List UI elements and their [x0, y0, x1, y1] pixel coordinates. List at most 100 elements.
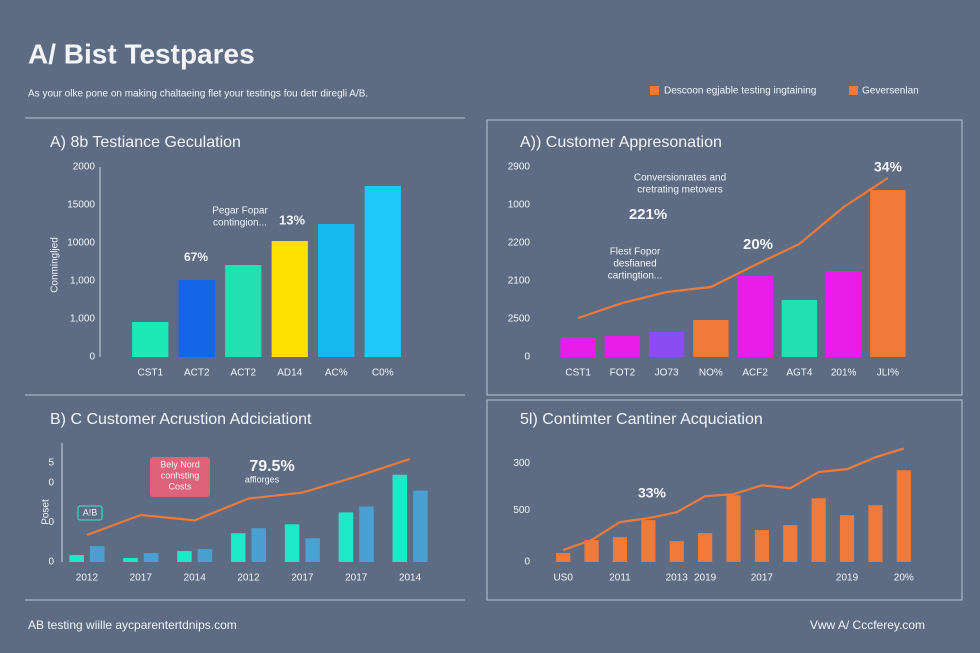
y-tick-label: 0	[524, 557, 530, 568]
y-tick-label: 0	[89, 352, 95, 363]
panel-border	[486, 119, 963, 396]
annotation: afflorges	[245, 474, 280, 484]
bar	[230, 533, 246, 562]
bar	[225, 265, 262, 357]
legend-label: Descoon egjable testing ingtaining	[664, 86, 816, 97]
bar	[318, 224, 355, 357]
x-tick-label: AD14	[277, 368, 302, 379]
bar	[359, 506, 374, 562]
annotation: cretrating metovers	[637, 185, 723, 196]
bar	[69, 555, 84, 562]
x-tick-label: C0%	[372, 368, 394, 379]
x-tick-label: 2013	[666, 573, 689, 584]
x-tick-label: ACT2	[230, 368, 256, 379]
bar	[177, 551, 192, 562]
bar	[754, 530, 769, 562]
annotation: cartingtion...	[608, 271, 662, 282]
chart-title: 5l) Contimter Cantiner Acquciation	[520, 411, 763, 428]
bar	[338, 512, 354, 562]
annotation-box	[150, 457, 210, 497]
y-tick-label: 10000	[67, 238, 95, 249]
y-tick-label: 5	[48, 457, 54, 468]
bar	[870, 190, 906, 357]
line	[86, 457, 411, 537]
x-tick-label: 2019	[836, 573, 859, 584]
bar	[178, 280, 215, 357]
x-tick-label: CST1	[565, 368, 591, 379]
page-subtitle: As your olke pone on making chaltaeing f…	[28, 89, 368, 100]
annotation: desfianed	[613, 259, 656, 270]
annotation: Pegar Fopar	[212, 206, 268, 217]
chart-title: A) 8b Testiance Geculation	[50, 134, 241, 151]
x-tick-label: 2017	[345, 573, 368, 584]
bar	[89, 546, 105, 562]
bar	[413, 490, 428, 562]
y-axis-label: Poset	[41, 499, 52, 525]
bar	[839, 515, 855, 562]
legend-label: Geversenlan	[862, 86, 919, 97]
bar	[271, 241, 308, 357]
bar	[123, 558, 138, 562]
bar	[737, 275, 773, 357]
y-tick-label: 1,000	[70, 276, 95, 287]
bar	[612, 537, 628, 562]
x-tick-label: 201%	[831, 368, 857, 379]
annotation: A!B	[83, 507, 98, 517]
line	[577, 177, 889, 320]
y-tick-label: 15000	[67, 200, 95, 211]
x-tick-label: 2012	[76, 573, 99, 584]
x-tick-label: ACF2	[742, 368, 768, 379]
footer-right: Vww A/ Cccferey.com	[810, 618, 925, 632]
x-tick-label: JO73	[655, 368, 679, 379]
x-tick-label: AGT4	[786, 368, 813, 379]
bar	[783, 525, 798, 562]
annotation: 13%	[279, 212, 305, 227]
x-tick-label: NO%	[699, 368, 723, 379]
x-tick-label: 2014	[399, 573, 422, 584]
bar	[669, 541, 684, 562]
bar	[698, 533, 713, 562]
legend-swatch	[650, 86, 659, 95]
panel-border	[486, 399, 963, 601]
y-tick-label: 2000	[73, 162, 96, 173]
x-tick-label: 2011	[609, 573, 631, 584]
annotation-box	[77, 505, 103, 521]
annotation: Flest Fopor	[610, 247, 661, 258]
x-tick-label: CST1	[137, 368, 163, 379]
annotation: Bely Nord	[160, 459, 200, 469]
y-tick-label: 1,000	[70, 314, 95, 325]
y-tick-label: 2100	[508, 276, 531, 287]
y-tick-label: 2900	[508, 162, 531, 173]
chart-title: B) C Customer Acrustion Adciciationt	[50, 411, 312, 428]
annotation: 34%	[874, 159, 903, 175]
bar	[825, 270, 862, 357]
x-tick-label: 2017	[291, 573, 314, 584]
bar	[284, 524, 300, 562]
annotation: 221%	[629, 206, 667, 223]
bar	[781, 300, 818, 357]
y-tick-label: 500	[513, 505, 530, 516]
footer-left: AB testing wiille aycparentertdnips.com	[28, 618, 237, 632]
annotation: 67%	[184, 250, 208, 264]
bar	[648, 331, 685, 357]
x-tick-label: 2014	[184, 573, 207, 584]
y-tick-label: 2200	[508, 238, 531, 249]
bar	[143, 553, 159, 562]
y-tick-label: 0	[48, 517, 54, 528]
y-tick-label: 2500	[508, 314, 531, 325]
page-title: A/ Bist Testpares	[28, 38, 255, 69]
bar	[811, 498, 826, 562]
x-tick-label: ACT2	[184, 368, 210, 379]
y-tick-label: 0	[524, 352, 530, 363]
bar	[197, 549, 213, 562]
bar	[392, 474, 408, 562]
x-tick-label: 2019	[694, 573, 717, 584]
bar	[556, 552, 571, 562]
annotation: contingion...	[213, 218, 267, 229]
x-tick-label: AC%	[325, 368, 348, 379]
line	[562, 447, 905, 552]
bar	[896, 470, 911, 562]
bar	[560, 337, 596, 357]
